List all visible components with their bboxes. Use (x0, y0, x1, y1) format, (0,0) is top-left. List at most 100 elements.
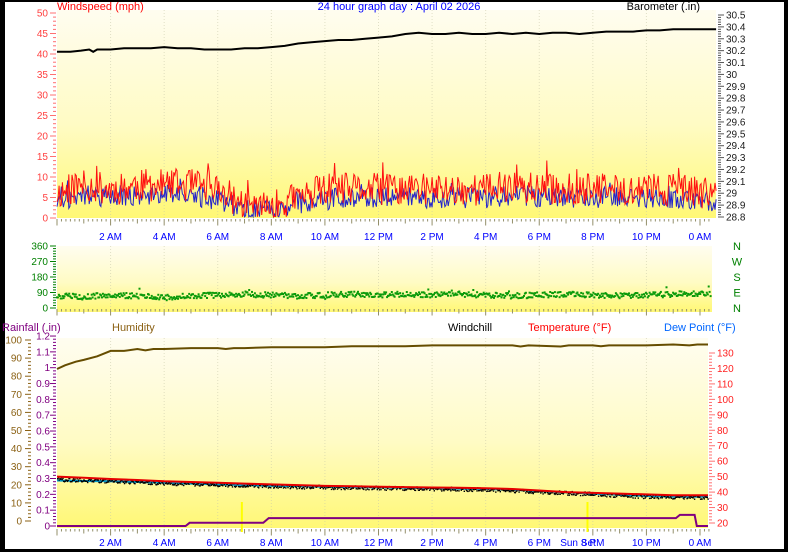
windchill-dot (558, 493, 560, 495)
wind-direction-dot (186, 295, 189, 297)
wind-direction-dot (309, 292, 312, 295)
wind-direction-dot (361, 295, 364, 298)
wind-direction-dot (296, 297, 299, 300)
windchill-dot (150, 482, 153, 484)
windchill-dot (213, 484, 216, 486)
x-tick-label: 2 PM (420, 232, 443, 243)
wind-direction-dot (397, 292, 400, 295)
compass-letter: N (733, 241, 741, 253)
x-tick-label: 10 AM (311, 538, 339, 549)
wind-direction-dot (420, 291, 423, 294)
wind-direction-dot (402, 292, 404, 295)
windchill-dot (403, 489, 405, 492)
windspeed-axis: 0 5 10 15 20 25 30 35 40 45 50 (37, 9, 56, 225)
humidity-series-line (56, 343, 708, 370)
windchill-dot (447, 489, 449, 491)
wind-direction-dot (81, 298, 84, 301)
windchill-dot (324, 488, 327, 490)
wind-direction-dot (692, 290, 695, 293)
windchill-dot (154, 482, 156, 484)
wind-direction-dot (562, 295, 565, 298)
wind-direction-dot (648, 291, 651, 294)
wind-direction-dot (413, 295, 416, 298)
windchill-dot (429, 488, 432, 490)
windspeed-barometer-plot (57, 10, 716, 218)
windchill-dot (454, 489, 456, 491)
windchill-dot (384, 489, 386, 491)
wind-direction-dot (461, 294, 464, 297)
wind-direction-dot (100, 294, 103, 297)
windchill-dot (433, 490, 435, 492)
windchill-dot (633, 494, 635, 496)
windchill-dot (86, 480, 88, 483)
windchill-dot (357, 488, 359, 490)
wind-direction-dot (426, 295, 429, 298)
wind-direction-dot (255, 294, 258, 297)
x-axis-middle (56, 309, 710, 316)
windchill-dot (399, 488, 402, 490)
windchill-dot (442, 489, 444, 491)
windchill-dot (651, 496, 653, 498)
wind-direction-dot (359, 295, 362, 298)
windchill-dot (90, 478, 93, 480)
wind-direction-dot (194, 295, 197, 298)
wind-direction-dot (382, 293, 385, 296)
wind-direction-dot (209, 291, 212, 294)
wind-direction-dot (569, 292, 572, 295)
wind-direction-dot (137, 297, 140, 300)
wind-direction-dot (470, 293, 473, 296)
wind-direction-dot (198, 295, 201, 298)
windchill-dot (404, 488, 406, 491)
wind-direction-dot (175, 297, 178, 300)
wind-direction-dot (616, 294, 619, 297)
axis-tick-label: 29.1 (726, 177, 746, 188)
wind-direction-dot (363, 296, 366, 298)
windchill-dot (666, 496, 668, 498)
wind-direction-dot (200, 296, 203, 299)
windchill-dot (97, 479, 99, 481)
windchill-dot (321, 486, 324, 488)
windchill-dot (613, 496, 615, 498)
windchill-dot (447, 488, 450, 490)
wind-direction-dot (57, 293, 60, 296)
windspeed-avg-series (56, 178, 717, 219)
windchill-dot (561, 492, 563, 494)
wind-direction-dot (305, 297, 308, 299)
wind-direction-dot (357, 290, 359, 293)
windchill-dot (90, 479, 92, 482)
wind-direction-dot (178, 295, 181, 298)
wind-direction-dot (654, 291, 657, 294)
wind-direction-dot (74, 293, 77, 296)
windchill-dot (357, 487, 360, 489)
windchill-dot (547, 493, 549, 495)
wind-direction-dot (263, 295, 266, 298)
wind-direction-dot (151, 297, 154, 300)
windchill-dot (324, 486, 326, 489)
wind-direction-dot (121, 295, 124, 298)
wind-direction-dot (637, 296, 640, 299)
wind-direction-dot (78, 294, 81, 297)
wind-direction-dot (264, 291, 267, 294)
windchill-dot (611, 494, 613, 496)
windchill-dot (629, 496, 631, 498)
windchill-dot (181, 484, 183, 486)
windchill-dot (223, 484, 225, 486)
wind-direction-dot (488, 292, 491, 295)
wind-direction-dot (347, 291, 350, 294)
windchill-dot (463, 490, 465, 492)
windchill-dot (516, 490, 518, 492)
windchill-dot (531, 491, 534, 494)
windchill-dot (503, 490, 505, 492)
windspeed-series-line (56, 160, 717, 218)
windchill-dot (187, 482, 189, 485)
wind-direction-dot (443, 291, 446, 294)
windchill-dot (276, 485, 279, 487)
wind-direction-dot (77, 298, 80, 300)
windchill-dot (168, 482, 170, 484)
wind-direction-dot (482, 291, 485, 294)
wind-direction-dot (201, 294, 204, 297)
wind-direction-dot (355, 294, 358, 296)
x-tick-label: 8 AM (260, 538, 283, 549)
wind-direction-dot (214, 295, 217, 298)
wind-direction-dot (614, 292, 617, 295)
